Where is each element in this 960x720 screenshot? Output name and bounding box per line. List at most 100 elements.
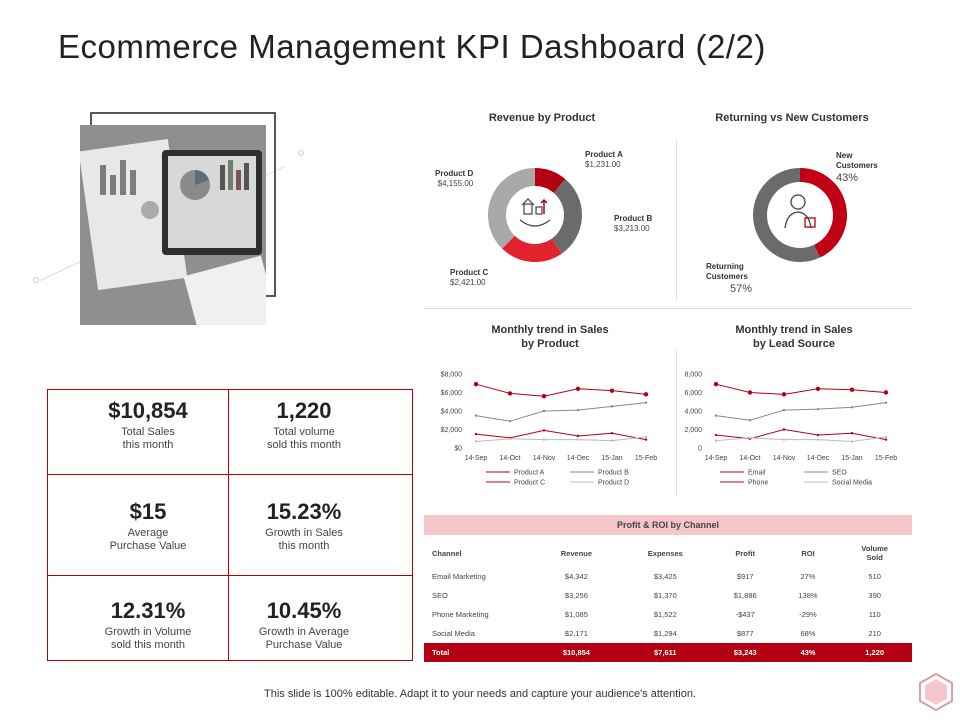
legend-label: Phone xyxy=(748,480,768,487)
data-point xyxy=(747,390,753,395)
series-line-product-c xyxy=(475,429,647,441)
data-point xyxy=(610,405,614,408)
table-cell: Social Media xyxy=(432,629,475,638)
table-cell: $877 xyxy=(736,629,754,638)
data-point xyxy=(474,440,478,443)
x-tick-label: 15-Feb xyxy=(875,455,897,462)
ecommerce-icon xyxy=(519,198,551,227)
kpi-value: 15.23% xyxy=(266,499,342,524)
product-b-name: Product B xyxy=(614,214,653,223)
product-c-name: Product C xyxy=(450,268,489,277)
table-cell: 27% xyxy=(800,572,816,581)
trend-product-title-line1: Monthly trend in Sales xyxy=(491,324,609,336)
y-tick-label: $8,000 xyxy=(441,372,463,379)
data-point xyxy=(474,432,478,436)
x-tick-label: 15-Feb xyxy=(635,455,657,462)
series-line-product-a xyxy=(475,383,647,397)
table-cell: 510 xyxy=(868,572,881,581)
table-cell: 43% xyxy=(778,643,838,662)
dashboard-photo xyxy=(80,125,266,325)
slice-returning-customers xyxy=(753,168,821,262)
table-cell: $1,294 xyxy=(653,629,677,638)
data-point xyxy=(816,407,820,411)
table-cell: Phone Marketing xyxy=(432,610,489,619)
data-point xyxy=(816,433,820,437)
slice-product-a xyxy=(534,168,566,194)
data-point xyxy=(782,408,786,412)
product-b-value: $3,213.00 xyxy=(614,224,650,233)
roi-table: Channel Revenue Expenses Profit ROI Volu… xyxy=(424,539,912,662)
legend-label: Product B xyxy=(598,470,629,477)
data-point xyxy=(542,438,546,441)
returning-customers-label-line2: Customers xyxy=(706,272,748,281)
data-point xyxy=(782,428,786,431)
data-point xyxy=(748,419,752,422)
data-point xyxy=(576,434,580,438)
new-customers-value: 43% xyxy=(836,172,859,184)
decorative-dot xyxy=(298,150,304,156)
product-a-label: Product A $1,231.00 xyxy=(585,150,623,170)
table-cell: $1,085 xyxy=(564,610,588,619)
x-tick-label: 14-Oct xyxy=(499,455,520,462)
column-header: Volume Sold xyxy=(837,539,912,567)
revenue-by-product-title: Revenue by Product xyxy=(488,112,596,124)
table-cell: $3,256 xyxy=(564,591,588,600)
trend-lead-title-line2: by Lead Source xyxy=(753,338,835,350)
column-header-line1: Volume xyxy=(861,544,888,553)
column-header-line2: Sold xyxy=(866,553,883,562)
x-tick-label: 14-Dec xyxy=(567,455,590,462)
data-point xyxy=(541,394,547,399)
hexagon-icon xyxy=(919,672,953,712)
product-c-label: Product C $2,421.00 xyxy=(450,268,488,288)
kpi-divider xyxy=(47,575,413,576)
table-cell: -29% xyxy=(799,610,817,619)
data-point xyxy=(714,439,718,442)
kpi-value: $15 xyxy=(129,499,167,524)
data-point xyxy=(575,386,581,391)
kpi-label: Growth in Sales xyxy=(265,527,343,539)
page-title: Ecommerce Management KPI Dashboard (2/2) xyxy=(58,28,766,65)
trend-product-title-line2: by Product xyxy=(521,338,579,350)
data-point xyxy=(782,438,786,441)
table-cell: $1,886 xyxy=(733,591,757,600)
data-point xyxy=(884,435,888,439)
data-point xyxy=(474,414,478,417)
slice-new-customers xyxy=(799,168,847,258)
returning-customers-value: 57% xyxy=(730,283,753,295)
new-customers-label-line2: Customers xyxy=(836,161,878,170)
data-point xyxy=(883,390,889,395)
y-tick-label: $4,000 xyxy=(441,409,463,416)
kpi-growth-volume: 12.31% Growth in Volume sold this month xyxy=(58,598,238,652)
column-header: ROI xyxy=(801,548,815,558)
x-tick-label: 14-Oct xyxy=(739,455,760,462)
table-cell: $917 xyxy=(736,572,754,581)
slice-product-c xyxy=(502,235,562,262)
section-divider xyxy=(676,140,677,300)
column-header: Profit xyxy=(735,548,755,558)
data-point xyxy=(508,437,512,440)
legend-label: Product A xyxy=(514,470,545,477)
kpi-divider xyxy=(47,474,413,475)
kpi-label: Average xyxy=(127,527,169,539)
kpi-label: Purchase Value xyxy=(109,540,187,552)
data-point xyxy=(644,401,648,404)
kpi-label: this month xyxy=(278,540,330,552)
table-cell: $3,243 xyxy=(711,643,779,662)
data-point xyxy=(849,387,855,392)
data-point xyxy=(542,409,546,413)
data-point xyxy=(542,429,546,432)
column-header: Channel xyxy=(432,548,462,558)
product-a-name: Product A xyxy=(585,150,623,159)
data-point xyxy=(850,406,854,409)
kpi-value: 1,220 xyxy=(276,398,332,423)
kpi-label: Total Sales xyxy=(121,426,175,438)
y-tick-label: 8,000 xyxy=(684,372,702,379)
kpi-label: Purchase Value xyxy=(265,639,343,651)
data-point xyxy=(610,432,614,435)
kpi-label: sold this month xyxy=(111,639,185,651)
y-tick-label: 2,000 xyxy=(684,427,702,434)
trend-lead-title-line1: Monthly trend in Sales xyxy=(735,324,853,336)
table-cell: -$437 xyxy=(735,610,755,619)
kpi-label: this month xyxy=(122,439,174,451)
data-point xyxy=(609,388,615,393)
